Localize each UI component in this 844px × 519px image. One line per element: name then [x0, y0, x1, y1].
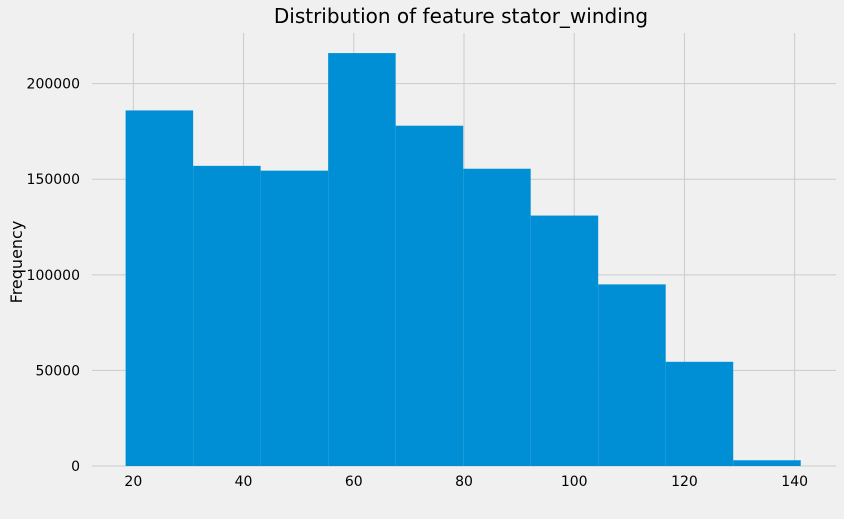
y-tick-label: 50000	[35, 363, 80, 379]
histogram-bar	[733, 460, 801, 466]
histogram-bar	[665, 361, 734, 466]
histogram-bar	[193, 165, 261, 466]
x-tick-label: 40	[235, 474, 253, 490]
x-tick-label: 120	[671, 474, 698, 490]
x-tick-label: 60	[345, 474, 363, 490]
histogram-bar	[530, 215, 599, 466]
histogram-bar	[395, 125, 464, 466]
x-tick-label: 100	[561, 474, 588, 490]
bars-layer	[125, 53, 801, 467]
histogram-bar	[598, 284, 666, 466]
y-tick-label: 0	[71, 459, 80, 475]
x-tick-label: 20	[124, 474, 142, 490]
y-tick-label: 100000	[27, 268, 80, 284]
y-tick-label: 150000	[27, 172, 80, 188]
histogram-bar	[463, 168, 531, 466]
x-tick-label: 80	[455, 474, 473, 490]
histogram-bar	[260, 170, 329, 466]
x-tick-label: 140	[781, 474, 808, 490]
chart-title: Distribution of feature stator_winding	[274, 4, 648, 28]
y-axis-label: Frequency	[7, 221, 26, 304]
tick-labels-layer: 20 40 60 80 100 120 140 0 50000 100000 150000 20000…	[27, 77, 808, 490]
histogram-bar	[328, 53, 396, 467]
y-tick-label: 200000	[27, 77, 80, 93]
histogram-bar	[125, 110, 194, 467]
